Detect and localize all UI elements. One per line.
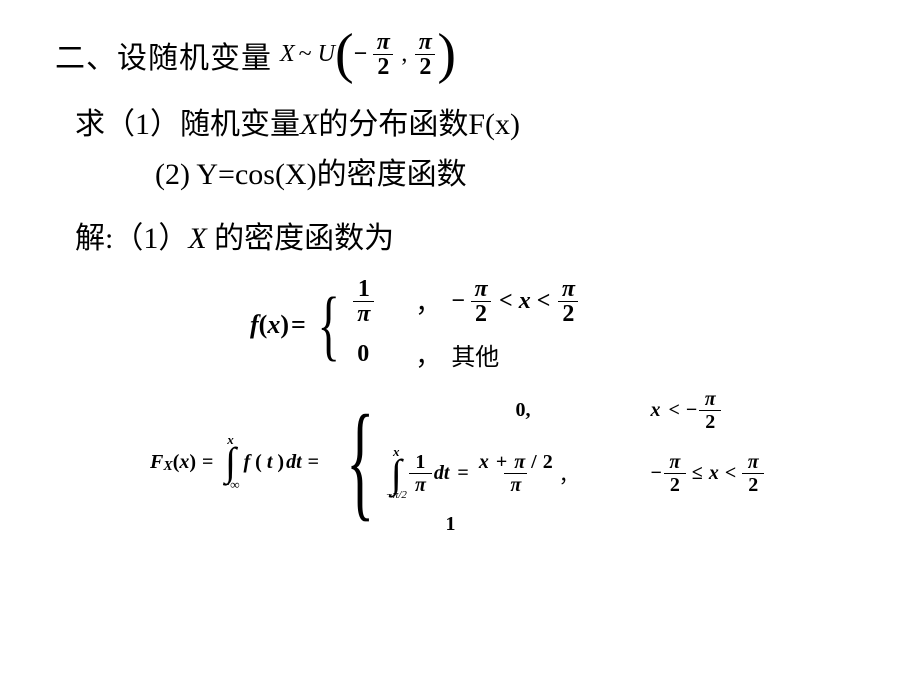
- cdf-case-1: x ∫ −π/2 1 π dt = x + π / 2: [395, 445, 764, 501]
- question-1: 求（1）随机变量X的分布函数F(x): [75, 99, 870, 143]
- cases: 1 π ， − π 2 < x < π 2 0: [351, 277, 580, 373]
- lhs-fx: f ( x ) =: [250, 310, 306, 340]
- rparen: ): [437, 32, 456, 77]
- frac-1-pi: 1 π: [353, 277, 374, 326]
- frac-x-plus-pi2: x + π / 2 π: [475, 451, 557, 496]
- lparen: (: [335, 32, 354, 77]
- cdf-case-0: 0, x < − π 2: [395, 388, 764, 433]
- integral-1: x ∫ −∞ f ( t ) dt =: [219, 433, 325, 491]
- frac-pi-2: π 2: [415, 30, 435, 79]
- density-function-formula: f ( x ) = { 1 π ， − π 2 < x <: [250, 277, 870, 373]
- case-1: 1 π ， − π 2 < x < π 2: [351, 277, 580, 326]
- brace-icon: {: [346, 413, 374, 511]
- solution-heading: 解:（1）X 的密度函数为: [75, 213, 870, 257]
- cdf-case-2: 1: [395, 513, 764, 536]
- lhs-Fx: F X ( x ) =: [150, 451, 219, 474]
- var-x: X: [280, 41, 295, 68]
- brace-icon: {: [317, 292, 339, 358]
- dist-u: U: [318, 41, 335, 68]
- cdf-cond-1: − π 2 ≤ x < π 2: [650, 451, 764, 496]
- condition-1: − π 2 < x < π 2: [451, 277, 580, 326]
- integral-icon: x ∫ −∞: [221, 433, 239, 491]
- case-2: 0 ， 其他: [351, 336, 580, 373]
- cdf-cases: 0, x < − π 2 x ∫ −π/2 1 π: [395, 388, 764, 536]
- frac-neg-pi-2: π 2: [373, 30, 393, 79]
- tilde: ~: [299, 41, 312, 68]
- heading-text: 二、设随机变量: [55, 33, 272, 77]
- cdf-formula: F X ( x ) = x ∫ −∞ f ( t ) dt = { 0, x <: [150, 388, 870, 536]
- comma: ,: [401, 41, 407, 68]
- integral-icon: x ∫ −π/2: [385, 445, 407, 501]
- distribution-expr: X ~ U ( − π 2 , π 2 ): [280, 30, 456, 79]
- problem-heading: 二、设随机变量 X ~ U ( − π 2 , π 2 ): [55, 30, 870, 79]
- cdf-cond-0: x < − π 2: [650, 388, 721, 433]
- question-2: (2) Y=cos(X)的密度函数: [155, 149, 870, 193]
- neg: −: [354, 41, 368, 68]
